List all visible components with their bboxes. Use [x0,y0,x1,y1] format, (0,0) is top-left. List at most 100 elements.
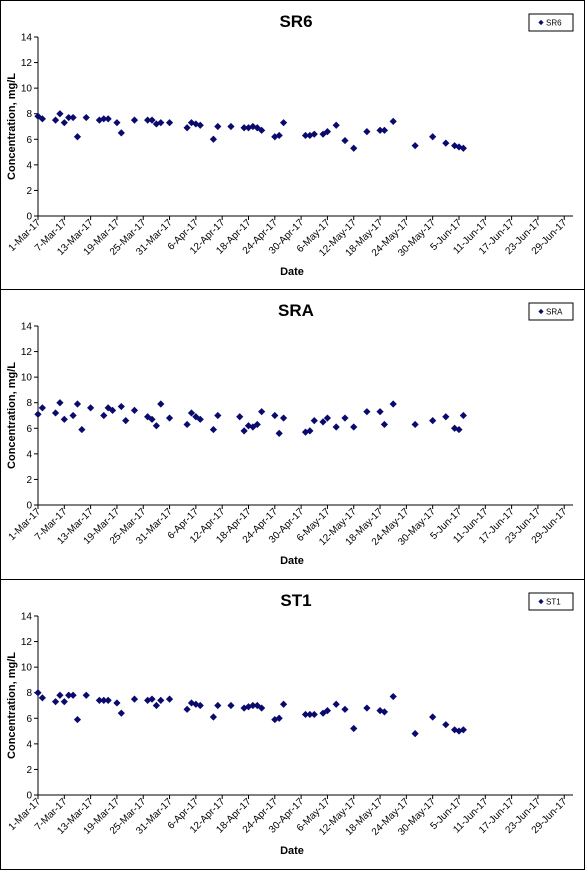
chart-title: ST1 [280,591,311,610]
data-point [459,726,467,734]
data-point [122,417,130,425]
data-point [450,142,459,150]
data-point [249,701,257,710]
y-tick-label: 8 [26,109,32,120]
data-point [310,130,318,138]
data-point [196,701,204,710]
data-point [51,116,60,124]
data-point [38,115,46,123]
chart-svg: ST1024681012141-Mar-177-Mar-1713-Mar-171… [6,591,574,857]
data-point [51,409,60,417]
data-point [442,139,450,147]
y-tick-label: 0 [26,212,32,223]
legend-label: SRA [546,308,563,317]
data-point [323,128,332,136]
data-point [104,115,112,123]
y-tick-label: 14 [21,33,33,44]
y-tick-label: 0 [26,501,32,512]
data-point [196,121,204,129]
data-point [310,710,318,719]
data-point [108,406,117,414]
data-point [69,411,77,420]
y-tick-label: 6 [26,714,32,725]
data-point [411,142,419,150]
data-point [332,121,340,129]
data-point [253,124,261,132]
data-point [209,713,218,721]
data-point [319,130,327,138]
data-point [442,413,450,421]
data-point [157,696,165,704]
data-point [301,131,310,140]
data-point [455,143,463,151]
data-point [56,399,64,407]
data-point [411,420,419,429]
data-point [60,415,68,423]
data-point [227,701,235,710]
data-point [73,400,82,408]
data-point [459,411,467,420]
data-point [152,422,161,430]
data-point [56,691,64,699]
data-point [279,414,288,422]
y-tick-label: 0 [26,791,32,802]
data-point [69,113,77,122]
data-point [183,420,191,429]
data-point [227,122,235,131]
y-tick-label: 12 [21,58,33,69]
data-point [341,136,349,145]
data-point [56,110,64,118]
y-tick-label: 2 [26,475,32,486]
data-point [34,689,42,697]
legend: SR6 [528,13,574,32]
data-point [65,113,73,122]
data-point [380,708,389,716]
data-point [363,408,371,416]
data-point [65,691,73,699]
legend: SRA [528,302,574,321]
data-point [51,698,60,706]
y-tick-label: 14 [21,612,33,623]
data-point [152,701,161,710]
data-point [306,710,314,719]
y-tick-label: 6 [26,135,32,146]
chart-title: SRA [278,301,314,320]
data-point [87,404,95,412]
data-point [183,124,191,132]
data-point [73,715,82,724]
data-point [38,694,46,702]
data-point [275,429,283,437]
data-point [209,135,218,143]
data-point [389,117,397,125]
data-point [165,414,174,422]
data-point [332,423,340,431]
chart-title: SR6 [279,12,312,31]
data-point [214,122,222,131]
x-axis-label: Date [280,555,304,567]
data-point [380,420,389,429]
data-point [350,724,358,733]
data-point [389,692,397,701]
data-point [258,408,266,416]
data-point [73,133,82,141]
chart-panel-sra: SRA 0 2 4 6 8 10 12 14 1-Mar-17 7-Mar-17 13-Mar-17 1… [0,289,585,580]
data-point [214,701,222,710]
data-point [341,414,349,422]
y-tick-label: 8 [26,688,32,699]
y-tick-label: 8 [26,398,32,409]
chart-svg: SRA024681012141-Mar-177-Mar-1713-Mar-171… [6,301,574,567]
data-point [376,126,384,134]
y-tick-label: 4 [26,739,32,750]
y-tick-label: 2 [26,765,32,776]
y-axis-label: Concentration, mg/L [6,73,18,180]
data-point [82,113,90,122]
data-point [236,413,244,421]
legend-marker [538,598,544,605]
data-point [271,411,279,420]
y-axis-label: Concentration, mg/L [6,652,18,759]
data-point [341,705,349,713]
data-point [165,119,174,127]
data-point [117,402,125,411]
data-point [258,126,266,134]
